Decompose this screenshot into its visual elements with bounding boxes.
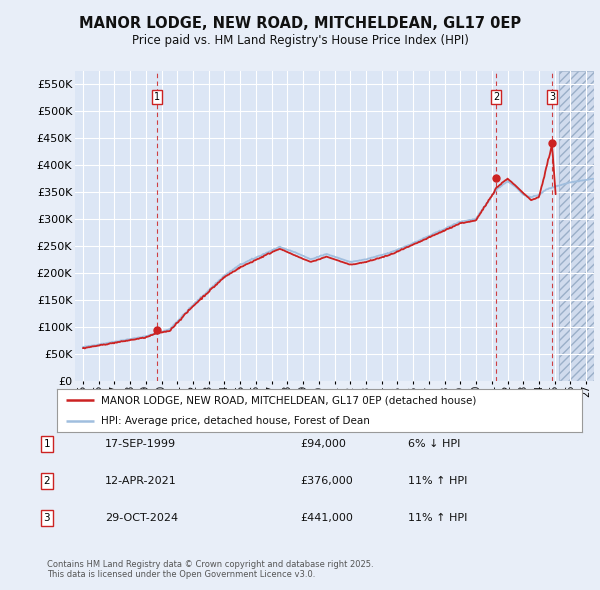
Text: HPI: Average price, detached house, Forest of Dean: HPI: Average price, detached house, Fore… <box>101 417 370 426</box>
Text: Price paid vs. HM Land Registry's House Price Index (HPI): Price paid vs. HM Land Registry's House … <box>131 34 469 47</box>
Text: 3: 3 <box>43 513 50 523</box>
Text: 17-SEP-1999: 17-SEP-1999 <box>105 439 176 448</box>
Polygon shape <box>559 71 594 381</box>
Text: £441,000: £441,000 <box>300 513 353 523</box>
Text: 12-APR-2021: 12-APR-2021 <box>105 476 177 486</box>
Text: 2: 2 <box>43 476 50 486</box>
Text: £94,000: £94,000 <box>300 439 346 448</box>
Text: Contains HM Land Registry data © Crown copyright and database right 2025.
This d: Contains HM Land Registry data © Crown c… <box>47 560 373 579</box>
Text: MANOR LODGE, NEW ROAD, MITCHELDEAN, GL17 0EP (detached house): MANOR LODGE, NEW ROAD, MITCHELDEAN, GL17… <box>101 395 476 405</box>
Text: 3: 3 <box>549 92 555 102</box>
Text: 6% ↓ HPI: 6% ↓ HPI <box>408 439 460 448</box>
Text: 11% ↑ HPI: 11% ↑ HPI <box>408 476 467 486</box>
Text: 2: 2 <box>493 92 499 102</box>
Text: £376,000: £376,000 <box>300 476 353 486</box>
Text: 29-OCT-2024: 29-OCT-2024 <box>105 513 178 523</box>
Text: 11% ↑ HPI: 11% ↑ HPI <box>408 513 467 523</box>
Text: MANOR LODGE, NEW ROAD, MITCHELDEAN, GL17 0EP: MANOR LODGE, NEW ROAD, MITCHELDEAN, GL17… <box>79 16 521 31</box>
Text: 1: 1 <box>154 92 160 102</box>
Text: 1: 1 <box>43 439 50 448</box>
